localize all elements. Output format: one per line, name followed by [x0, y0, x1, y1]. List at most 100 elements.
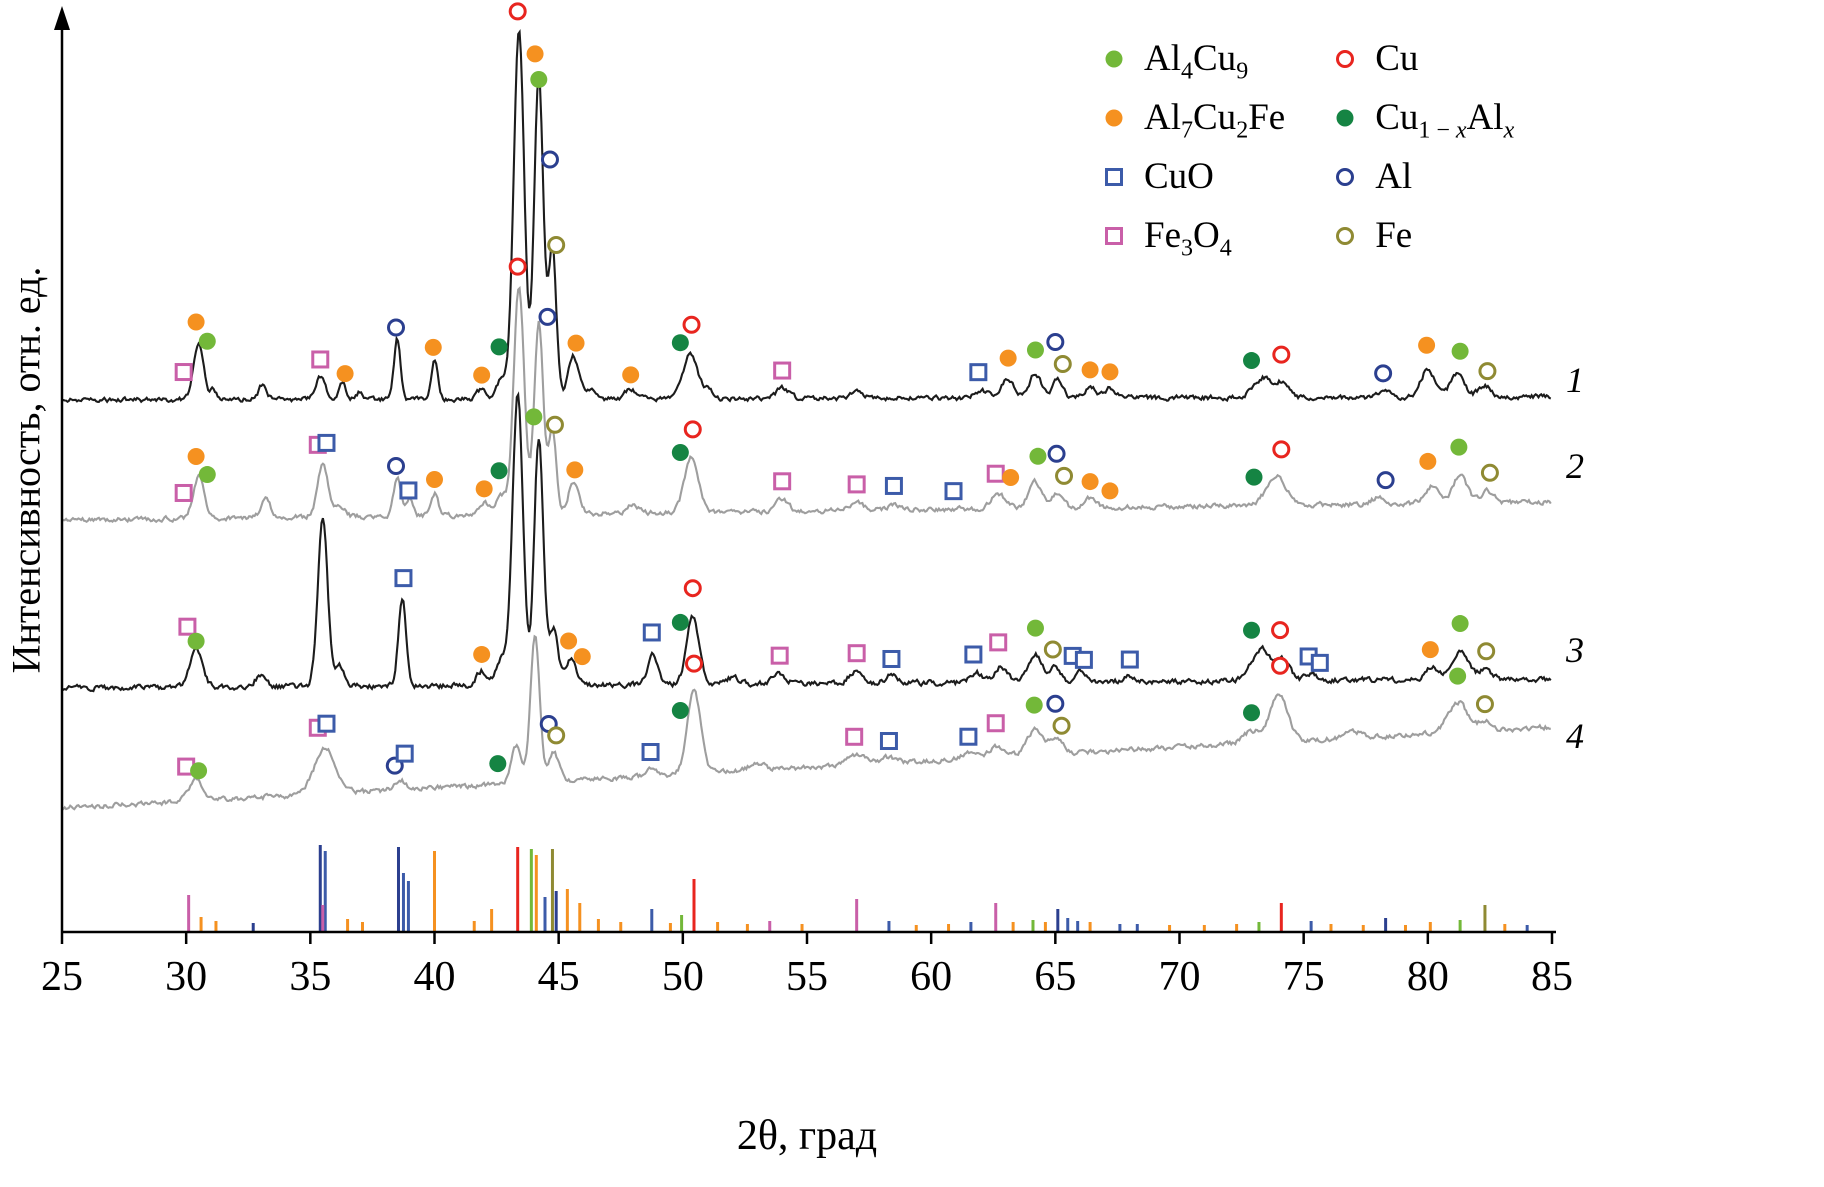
- phase-marker-cu1xalx-icon: [671, 444, 689, 462]
- x-tick-label: 85: [1531, 954, 1573, 1000]
- phase-marker-al7cu2fe-icon: [187, 313, 205, 331]
- legend-item-al7cu2fe: Al7Cu2Fe: [1100, 97, 1286, 144]
- phase-marker-al4cu9-icon: [187, 632, 205, 650]
- phase-marker-al-icon: [1374, 364, 1393, 383]
- legend-item-cu1xalx: Cu1 − xAlx: [1331, 97, 1515, 144]
- phase-legend: Al4Cu9 Al7Cu2Fe CuO Fe3O4 Cu Cu1 − xAlx Al Fe: [1100, 38, 1515, 262]
- phase-marker-fe3o4-icon: [1105, 226, 1123, 245]
- phase-marker-fe-icon: [1052, 716, 1071, 735]
- phase-marker-al7cu2fe-icon: [1002, 469, 1020, 487]
- phase-marker-al7cu2fe-icon: [473, 645, 491, 663]
- phase-marker-al7cu2fe-icon: [566, 461, 584, 479]
- curve-label-3: 3: [1565, 630, 1584, 670]
- phase-marker-al7cu2fe-icon: [1101, 363, 1119, 381]
- phase-marker-cuo-icon: [395, 744, 414, 763]
- phase-marker-cu-icon: [508, 2, 527, 21]
- phase-marker-cu-icon: [683, 420, 702, 439]
- phase-marker-cu1xalx-icon: [1336, 109, 1354, 126]
- diffraction-curve-3: [61, 391, 1552, 693]
- legend-label-cu1xalx: Cu1 − xAlx: [1375, 97, 1515, 144]
- phase-marker-cuo-icon: [1105, 167, 1123, 186]
- phase-marker-al4cu9-icon: [1451, 342, 1469, 360]
- curve-label-1: 1: [1566, 360, 1584, 400]
- phase-marker-cuo-icon: [959, 727, 978, 746]
- phase-marker-al7cu2fe-icon: [475, 480, 493, 498]
- phase-marker-fe-icon: [1480, 463, 1499, 482]
- phase-marker-cuo-icon: [317, 433, 336, 452]
- phase-marker-fe3o4-icon: [986, 714, 1005, 733]
- phase-marker-al7cu2fe-icon: [1081, 473, 1099, 491]
- legend-item-fe3o4: Fe3O4: [1100, 215, 1285, 262]
- phase-marker-fe-icon: [1477, 642, 1496, 661]
- phase-marker-al4cu9-icon: [198, 332, 216, 350]
- phase-marker-al7cu2fe-icon: [473, 366, 491, 384]
- phase-marker-al4cu9-icon: [1026, 341, 1044, 359]
- phase-marker-cu1xalx-icon: [671, 702, 689, 720]
- phase-marker-al-icon: [1046, 694, 1065, 713]
- phase-marker-cu-icon: [1271, 621, 1290, 640]
- legend-marker-al-icon: [1336, 167, 1355, 186]
- phase-marker-al4cu9-icon: [190, 762, 208, 780]
- x-tick-label: 25: [41, 954, 83, 1000]
- phase-marker-cu1xalx-icon: [1243, 704, 1261, 722]
- phase-marker-cu-icon: [683, 579, 702, 598]
- x-tick-label: 40: [414, 954, 456, 1000]
- phase-marker-cu-icon: [508, 257, 527, 276]
- legend-marker-fe-icon: [1336, 226, 1355, 245]
- legend-marker-fe3o4-icon: [1105, 226, 1123, 245]
- phase-marker-al4cu9-icon: [530, 70, 548, 88]
- phase-marker-al-icon: [1046, 333, 1065, 352]
- phase-marker-fe-icon: [545, 415, 564, 434]
- phase-marker-cuo-icon: [1074, 650, 1093, 669]
- x-tick-label: 80: [1407, 954, 1449, 1000]
- legend-column: Al4Cu9 Al7Cu2Fe CuO Fe3O4: [1100, 38, 1286, 262]
- phase-marker-fe-icon: [547, 235, 566, 254]
- x-tick-label: 45: [538, 954, 580, 1000]
- legend-marker-cu1xalx-icon: [1336, 109, 1354, 126]
- legend-marker-al7cu2fe-icon: [1105, 109, 1123, 126]
- legend-label-al7cu2fe: Al7Cu2Fe: [1144, 97, 1286, 144]
- diffraction-curve-4: [61, 634, 1551, 811]
- legend-label-fe3o4: Fe3O4: [1144, 215, 1232, 262]
- phase-marker-cu-icon: [685, 654, 704, 673]
- phase-marker-al7cu2fe-icon: [622, 366, 640, 384]
- x-tick-label: 55: [786, 954, 828, 1000]
- y-axis-title: Интенсивность, отн. ед.: [3, 266, 49, 674]
- x-axis-title: 2θ, град: [736, 1113, 878, 1159]
- phase-marker-cu1xalx-icon: [1243, 352, 1261, 370]
- x-tick-label: 60: [910, 954, 952, 1000]
- legend-item-cu: Cu: [1331, 40, 1514, 77]
- legend-label-cuo: CuO: [1144, 156, 1214, 197]
- y-axis-arrow-icon: [54, 6, 70, 30]
- phase-marker-al7cu2fe-icon: [1081, 361, 1099, 379]
- legend-item-al4cu9: Al4Cu9: [1100, 38, 1285, 85]
- phase-marker-fe3o4-icon: [311, 350, 330, 369]
- phase-marker-al4cu9-icon: [1105, 50, 1123, 67]
- phase-marker-al7cu2fe-icon: [426, 471, 443, 488]
- phase-marker-cu1xalx-icon: [490, 462, 508, 480]
- phase-marker-cuo-icon: [884, 476, 903, 495]
- phase-marker-al-icon: [1376, 471, 1395, 490]
- phase-marker-fe-icon: [1475, 695, 1494, 714]
- phase-marker-al7cu2fe-icon: [1105, 109, 1123, 126]
- diffraction-curve-1: [61, 29, 1552, 404]
- phase-marker-fe-icon: [1055, 466, 1074, 485]
- x-tick-label: 50: [662, 954, 704, 1000]
- phase-marker-al-icon: [1047, 444, 1066, 463]
- x-tick-label: 30: [165, 954, 207, 1000]
- phase-marker-al7cu2fe-icon: [424, 338, 442, 356]
- phase-marker-cuo-icon: [969, 363, 988, 382]
- legend-label-al: Al: [1375, 156, 1413, 197]
- phase-marker-cu-icon: [1271, 656, 1290, 675]
- phase-marker-cu1xalx-icon: [1245, 468, 1263, 486]
- phase-marker-fe3o4-icon: [989, 633, 1008, 652]
- phase-marker-al-icon: [540, 150, 559, 169]
- phase-marker-al7cu2fe-icon: [1421, 641, 1439, 659]
- phase-marker-al7cu2fe-icon: [187, 448, 205, 466]
- legend-label-al4cu9: Al4Cu9: [1144, 38, 1249, 85]
- phase-marker-cu-icon: [682, 315, 701, 334]
- phase-marker-al7cu2fe-icon: [567, 334, 585, 352]
- phase-marker-fe-icon: [1053, 354, 1072, 373]
- phase-marker-al7cu2fe-icon: [1419, 452, 1437, 470]
